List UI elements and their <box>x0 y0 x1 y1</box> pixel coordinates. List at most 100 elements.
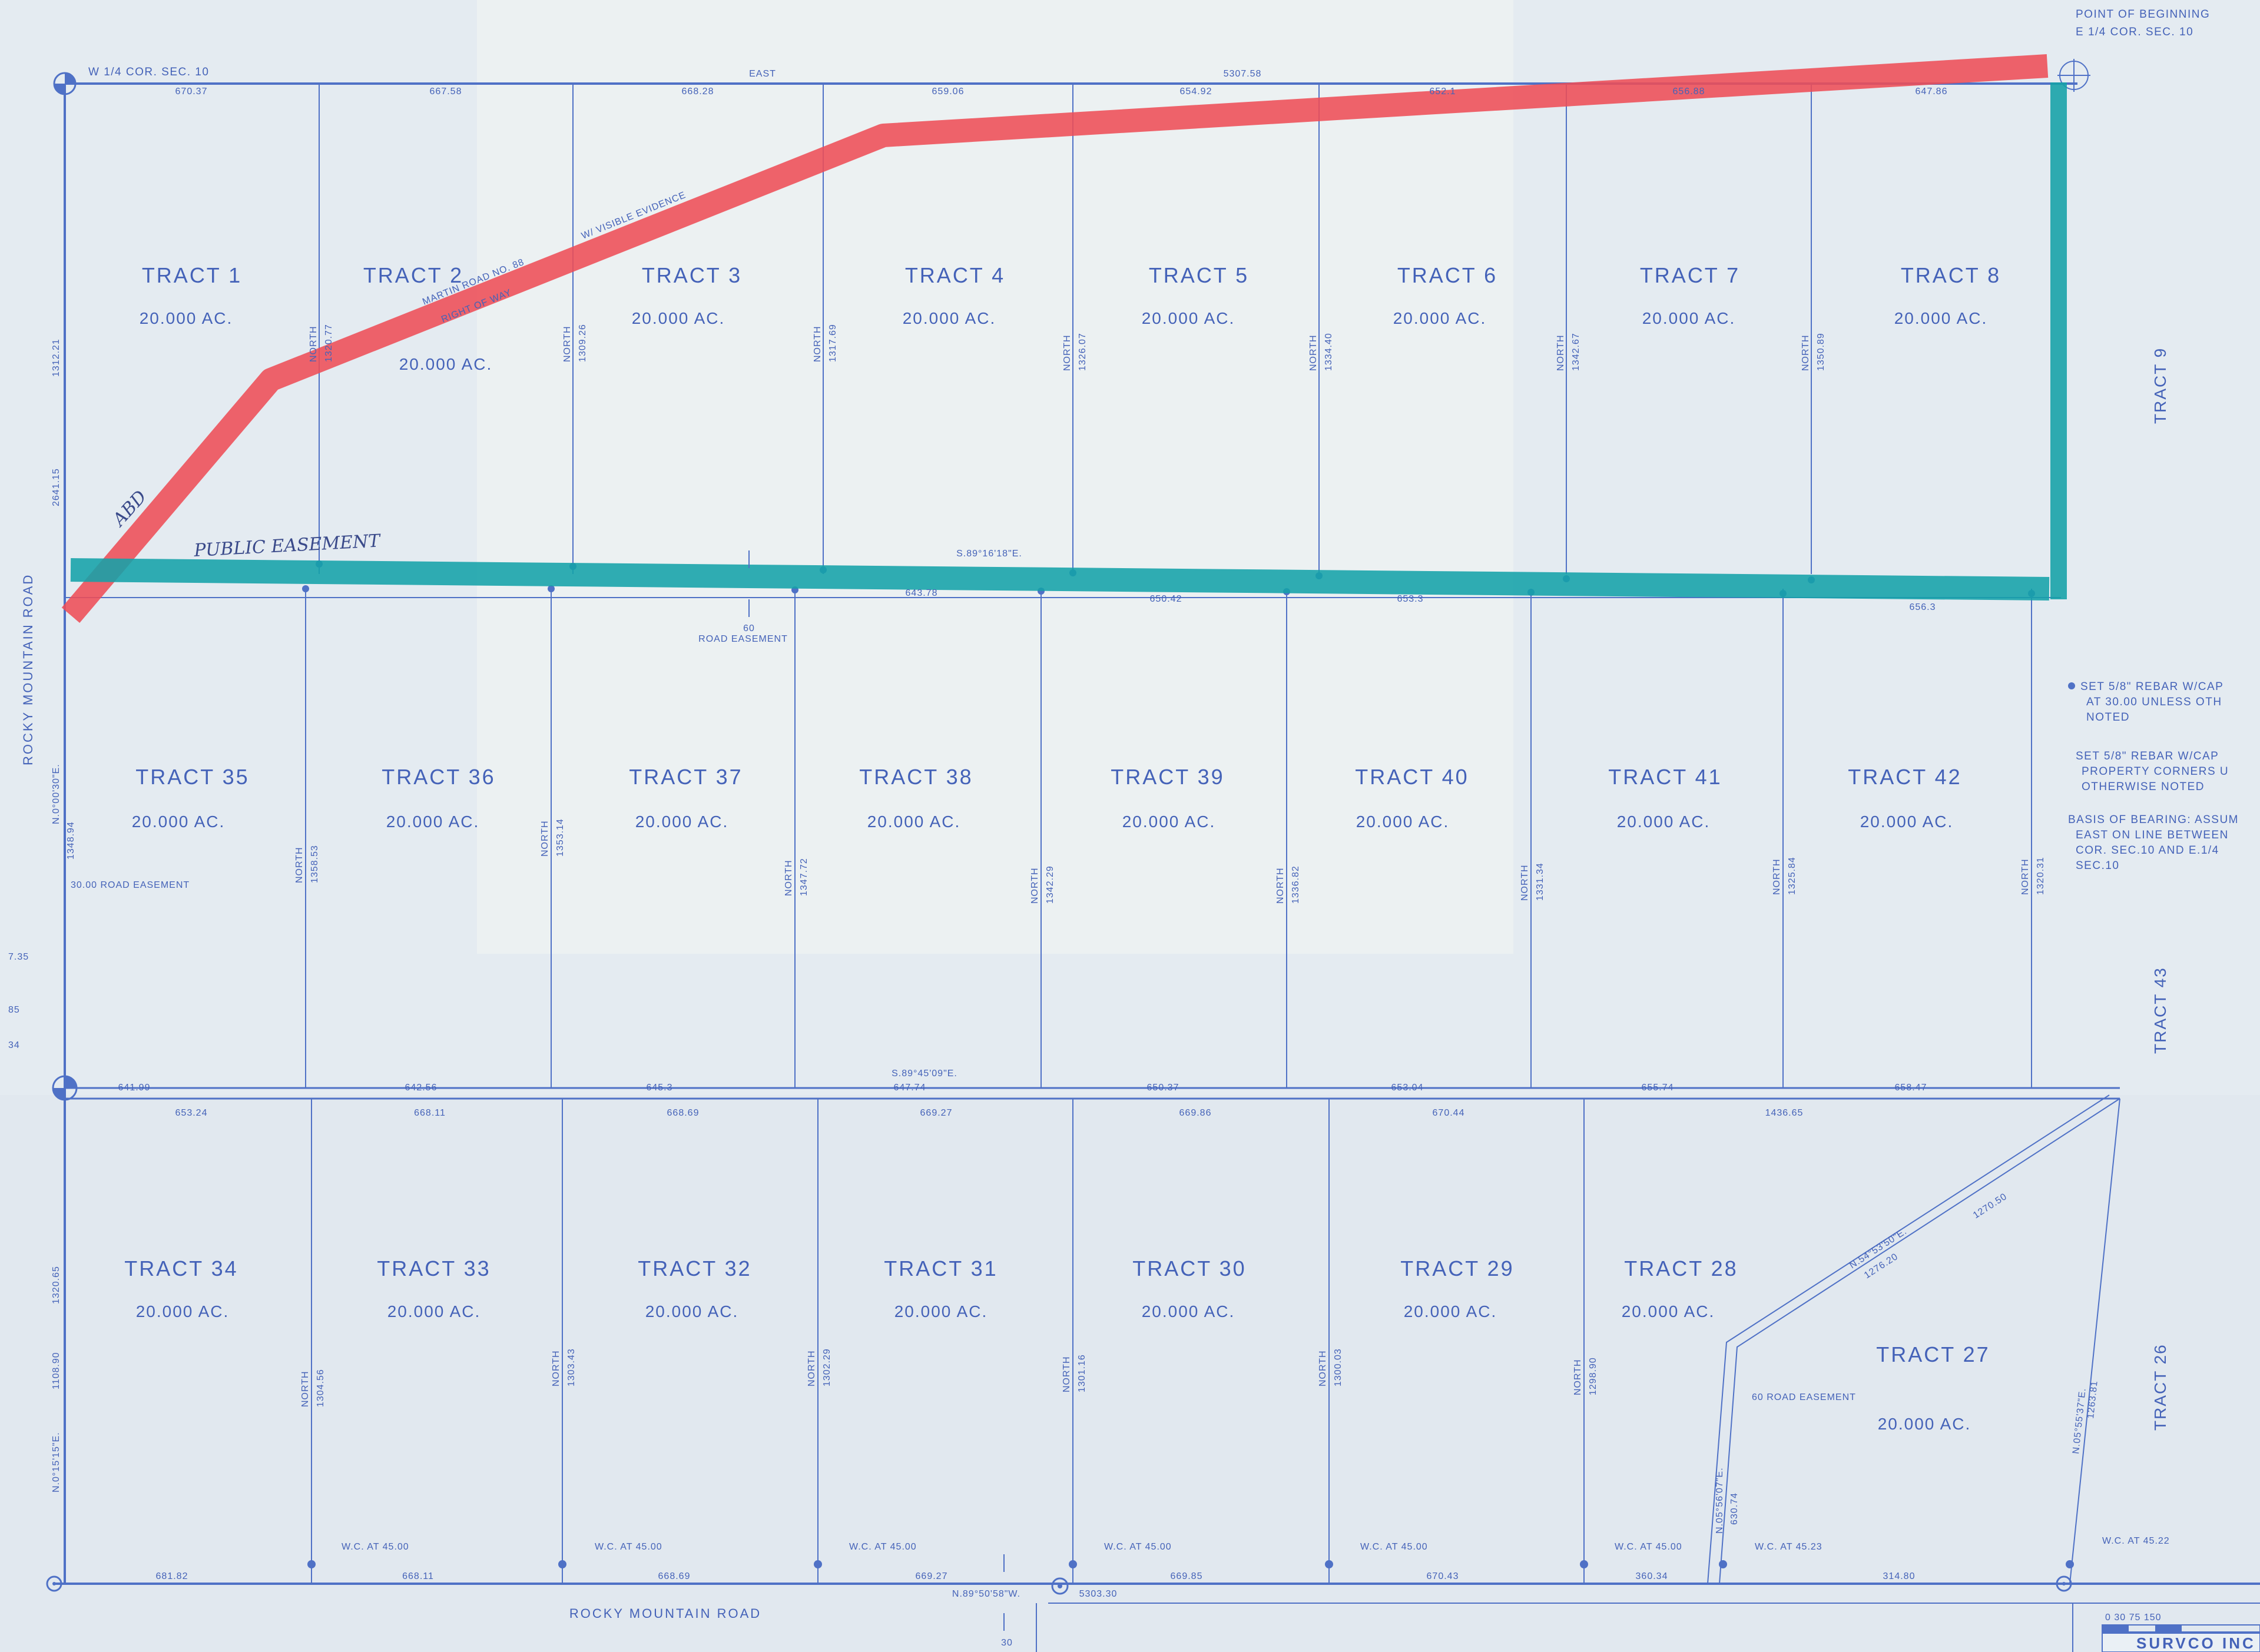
tract-lines <box>53 82 2260 1652</box>
north-label: NORTH <box>562 326 572 362</box>
wc-note: W.C. AT 45.00 <box>1104 1542 1172 1552</box>
tract-label: TRACT 29 <box>1400 1256 1514 1281</box>
teal-highlight-easement <box>70 558 2050 601</box>
bottom-dim: 668.69 <box>658 1571 691 1581</box>
tract-label: TRACT 40 <box>1355 765 1469 789</box>
north-label: NORTH <box>784 860 794 896</box>
legend-line: COR. SEC.10 AND E.1/4 <box>2076 844 2219 857</box>
west-section-corner-icon <box>52 1075 78 1101</box>
top-dims: 670.37 667.58 668.28 659.06 654.92 652.1… <box>175 87 1948 97</box>
top-bearing: EAST <box>749 69 776 79</box>
row1-dim: 1317.69 <box>828 324 838 362</box>
tract-area: 20.000 AC. <box>1122 812 1216 831</box>
row2-bottom-dim: 658.47 <box>1895 1083 1927 1093</box>
bottom-total: 5303.30 <box>1079 1589 1118 1599</box>
tract27-easement-label: 60 ROAD EASEMENT <box>1752 1392 1856 1402</box>
row1-dim: 1342.67 <box>1571 333 1581 371</box>
tract-label: TRACT 5 <box>1149 263 1249 287</box>
wc-note: W.C. AT 45.00 <box>1615 1542 1682 1552</box>
tract-area: 20.000 AC. <box>140 309 233 327</box>
southeast-corner-icon <box>2056 1575 2072 1592</box>
row3-top-dims: 653.24 668.11 668.69 669.27 669.86 670.4… <box>175 1108 1803 1118</box>
north-label: NORTH <box>300 1371 310 1407</box>
tract-label: TRACT 36 <box>382 765 495 789</box>
tract-area: 20.000 AC. <box>632 309 725 327</box>
north-label: NORTH <box>1275 867 1285 904</box>
tract-label: TRACT 42 <box>1848 765 1961 789</box>
north-label: NORTH <box>1573 1359 1583 1395</box>
row2-bottom-dim: 650.37 <box>1147 1083 1179 1093</box>
lower-diagonal-dim: 630.74 <box>1729 1492 1739 1525</box>
tract-area: 20.000 AC. <box>1142 309 1235 327</box>
west-dim: 1320.65 <box>51 1266 61 1304</box>
south-road-label: ROCKY MOUNTAIN ROAD <box>569 1606 761 1621</box>
tract-label: TRACT 31 <box>884 1256 998 1281</box>
tract-label: TRACT 7 <box>1640 263 1740 287</box>
west-total: 2641.15 <box>51 468 61 506</box>
tract-area: 20.000 AC. <box>1642 309 1736 327</box>
west-road-label: ROCKY MOUNTAIN ROAD <box>21 573 35 765</box>
scale-label: 0 30 75 150 <box>2105 1613 2162 1623</box>
tract-label: TRACT 41 <box>1608 765 1722 789</box>
tract-area: 20.000 AC. <box>386 812 480 831</box>
row3-top-dim: 669.86 <box>1179 1108 1212 1118</box>
tract-label: TRACT 28 <box>1624 1256 1738 1281</box>
red-highlight-route <box>61 54 2049 623</box>
mid-dim: 656.3 <box>1909 602 1936 612</box>
tract-label: TRACT 6 <box>1397 263 1497 287</box>
west-dim: 1108.90 <box>51 1352 61 1389</box>
north-label: NORTH <box>294 847 304 883</box>
row3-dim: 1304.56 <box>316 1369 326 1407</box>
row1-dim: 1309.26 <box>578 324 588 362</box>
top-total-distance: 5307.58 <box>1224 69 1262 79</box>
top-dim: 647.86 <box>1916 87 1948 97</box>
north-label: NORTH <box>1062 1356 1072 1392</box>
row3-dim: 1298.90 <box>1588 1357 1598 1395</box>
edge-dim: 85 <box>8 1005 20 1015</box>
rebar-dot-icon <box>2068 682 2075 689</box>
tract-label: TRACT 37 <box>629 765 743 789</box>
tract-label: TRACT 30 <box>1132 1256 1246 1281</box>
legend-line: AT 30.00 UNLESS OTH <box>2086 696 2222 708</box>
west-easement-label: 30.00 ROAD EASEMENT <box>71 880 190 890</box>
tract-area: 20.000 AC. <box>645 1302 739 1321</box>
east-diagonal-dim: 1263.81 <box>2086 1380 2100 1419</box>
bottom-dim: 670.43 <box>1427 1571 1459 1581</box>
tract-area: 20.000 AC. <box>894 1302 988 1321</box>
row2-bottom-dim: 641.99 <box>118 1083 151 1093</box>
bottom-dim: 314.80 <box>1883 1571 1916 1581</box>
row1-dim: 1326.07 <box>1078 333 1088 371</box>
row3-top-dim: 668.11 <box>414 1108 446 1118</box>
row2-bottom-dim: 642.56 <box>405 1083 438 1093</box>
tract-area: 20.000 AC. <box>1878 1415 1971 1433</box>
mid-dim: 650.42 <box>1150 594 1182 604</box>
bottom-dim: 668.11 <box>402 1571 434 1581</box>
bottom-dims: 681.82 668.11 668.69 669.27 669.85 670.4… <box>156 1571 1916 1581</box>
south-quarter-corner-icon <box>1051 1577 1069 1595</box>
west-dim: 1312.21 <box>51 339 61 377</box>
tract-area: 20.000 AC. <box>1622 1302 1715 1321</box>
top-dim: 652.1 <box>1429 87 1456 97</box>
row2-dim: 1353.14 <box>555 818 565 857</box>
row3-vertical-dims: NORTH 1304.56 NORTH 1303.43 NORTH 1302.2… <box>300 1348 1598 1407</box>
pob-corner-icon <box>2057 59 2090 92</box>
section-corner-monuments <box>46 59 2090 1595</box>
bottom-dim: 360.34 <box>1636 1571 1668 1581</box>
company-name: SURVCO INC <box>2136 1634 2256 1652</box>
row2-dim: 1347.72 <box>799 858 809 896</box>
pob-label: POINT OF BEGINNING <box>2076 8 2210 21</box>
north-label: NORTH <box>551 1350 561 1386</box>
tract27-easement-line <box>1707 1094 2110 1584</box>
tract-area: 20.000 AC. <box>1142 1302 1235 1321</box>
north-label: NORTH <box>1801 334 1811 371</box>
row2-bottom-dim: 645.3 <box>646 1083 672 1093</box>
north-label: NORTH <box>813 326 823 362</box>
tract-label: TRACT 4 <box>905 263 1005 287</box>
bottom-bearing: N.89°50'58"W. <box>952 1589 1020 1599</box>
row1-vertical-dims: NORTH 1320.77 NORTH 1309.26 NORTH 1317.6… <box>309 324 1826 371</box>
north-label: NORTH <box>807 1350 817 1386</box>
top-dim: 668.28 <box>682 87 714 97</box>
north-label: NORTH <box>1318 1350 1328 1386</box>
north-label: NORTH <box>309 326 319 362</box>
tract-area: 20.000 AC. <box>1356 812 1450 831</box>
